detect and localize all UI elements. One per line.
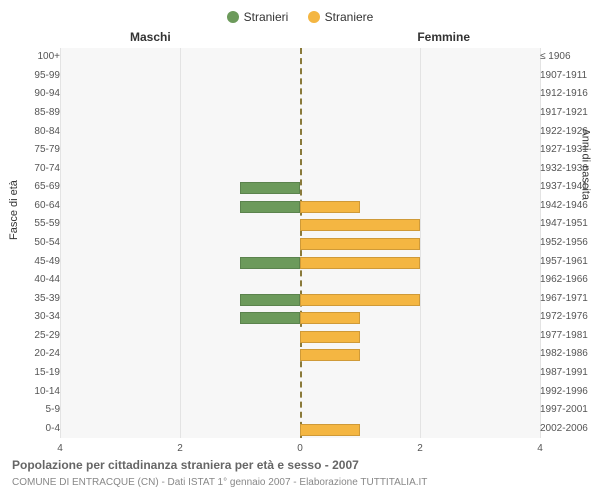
x-tick-label: 2 [177,443,183,454]
age-row: 65-691937-1941 [60,180,540,194]
female-swatch [308,11,320,23]
legend-item-female: Straniere [308,10,374,24]
birth-year-label: 1992-1996 [540,386,595,397]
age-row: 40-441962-1966 [60,273,540,287]
bar-female [300,424,360,436]
age-label: 80-84 [5,126,60,137]
birth-year-label: 1932-1936 [540,163,595,174]
age-label: 15-19 [5,367,60,378]
age-row: 35-391967-1971 [60,292,540,306]
birth-year-label: 1962-1966 [540,274,595,285]
birth-year-label: 1912-1916 [540,88,595,99]
age-row: 50-541952-1956 [60,236,540,250]
birth-year-label: 1922-1926 [540,126,595,137]
bar-female [300,219,420,231]
legend: Stranieri Straniere [0,10,600,26]
age-label: 85-89 [5,107,60,118]
age-label: 20-24 [5,348,60,359]
plot-area: 100+≤ 1906 95-991907-1911 90-941912-1916 85… [60,48,540,438]
birth-year-label: 1972-1976 [540,311,595,322]
bar-male [240,294,300,306]
age-label: 95-99 [5,70,60,81]
age-label: 45-49 [5,256,60,267]
age-row: 0-42002-2006 [60,422,540,436]
birth-year-label: 1967-1971 [540,293,595,304]
age-label: 35-39 [5,293,60,304]
bar-female [300,238,420,250]
bar-female [300,257,420,269]
bar-female [300,201,360,213]
bar-male [240,182,300,194]
age-row: 10-141992-1996 [60,385,540,399]
caption-title: Popolazione per cittadinanza straniera p… [12,458,588,472]
age-label: 60-64 [5,200,60,211]
birth-year-label: 2002-2006 [540,423,595,434]
age-label: 30-34 [5,311,60,322]
bar-male [240,312,300,324]
age-row: 95-991907-1911 [60,69,540,83]
age-label: 55-59 [5,218,60,229]
panel-title-female: Femmine [417,30,470,44]
age-label: 25-29 [5,330,60,341]
bar-female [300,349,360,361]
age-row: 25-291977-1981 [60,329,540,343]
birth-year-label: 1982-1986 [540,348,595,359]
caption-subtitle: COMUNE DI ENTRACQUE (CN) - Dati ISTAT 1°… [12,477,588,488]
age-row: 90-941912-1916 [60,87,540,101]
birth-year-label: 1957-1961 [540,256,595,267]
legend-label-female: Straniere [325,10,374,24]
male-swatch [227,11,239,23]
bar-male [240,257,300,269]
birth-year-label: 1977-1981 [540,330,595,341]
legend-item-male: Stranieri [227,10,289,24]
bar-female [300,312,360,324]
age-row: 100+≤ 1906 [60,50,540,64]
age-row: 85-891917-1921 [60,106,540,120]
age-row: 60-641942-1946 [60,199,540,213]
birth-year-label: 1952-1956 [540,237,595,248]
panel-title-male: Maschi [130,30,171,44]
age-row: 30-341972-1976 [60,310,540,324]
birth-year-label: 1907-1911 [540,70,595,81]
age-label: 10-14 [5,386,60,397]
bar-female [300,331,360,343]
birth-year-label: 1942-1946 [540,200,595,211]
birth-year-label: 1987-1991 [540,367,595,378]
x-tick-label: 2 [417,443,423,454]
birth-year-label: ≤ 1906 [540,51,595,62]
birth-year-label: 1927-1931 [540,144,595,155]
birth-year-label: 1937-1941 [540,181,595,192]
birth-year-label: 1997-2001 [540,404,595,415]
bar-male [240,201,300,213]
age-label: 5-9 [5,404,60,415]
age-row: 55-591947-1951 [60,217,540,231]
age-row: 5-91997-2001 [60,403,540,417]
age-label: 65-69 [5,181,60,192]
age-label: 90-94 [5,88,60,99]
age-row: 20-241982-1986 [60,347,540,361]
age-row: 75-791927-1931 [60,143,540,157]
x-tick-label: 4 [57,443,63,454]
birth-year-label: 1917-1921 [540,107,595,118]
bar-female [300,294,420,306]
age-label: 100+ [5,51,60,62]
age-row: 45-491957-1961 [60,255,540,269]
legend-label-male: Stranieri [244,10,289,24]
birth-year-label: 1947-1951 [540,218,595,229]
age-label: 40-44 [5,274,60,285]
x-tick-label: 4 [537,443,543,454]
age-label: 50-54 [5,237,60,248]
x-tick-label: 0 [297,443,303,454]
age-row: 80-841922-1926 [60,125,540,139]
age-label: 70-74 [5,163,60,174]
age-label: 0-4 [5,423,60,434]
age-label: 75-79 [5,144,60,155]
age-row: 15-191987-1991 [60,366,540,380]
population-pyramid-chart: Stranieri Straniere Maschi Femmine Fasce… [0,0,600,500]
age-row: 70-741932-1936 [60,162,540,176]
